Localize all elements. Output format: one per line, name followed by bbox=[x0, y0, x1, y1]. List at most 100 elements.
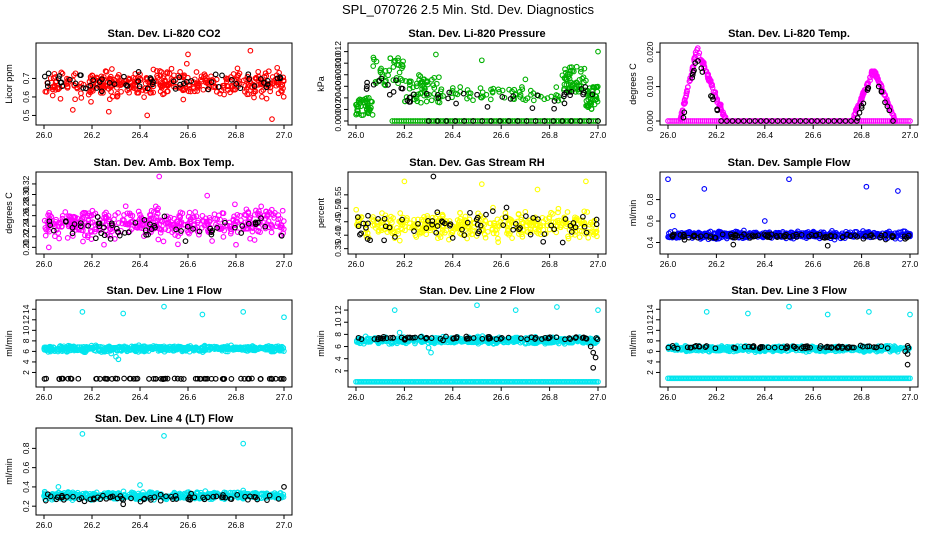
data-point bbox=[56, 235, 62, 242]
data-point bbox=[251, 83, 258, 89]
data-point bbox=[135, 78, 142, 85]
data-point bbox=[842, 118, 849, 124]
data-point bbox=[433, 51, 439, 58]
data-point bbox=[586, 118, 592, 124]
y-tick-label: 6 bbox=[333, 344, 343, 349]
data-point bbox=[460, 90, 467, 97]
data-point bbox=[568, 118, 575, 124]
data-point bbox=[577, 68, 584, 75]
data-point bbox=[527, 87, 534, 94]
data-point bbox=[105, 212, 112, 219]
data-point bbox=[98, 73, 105, 80]
x-tick-label: 26.6 bbox=[180, 259, 197, 269]
data-point bbox=[853, 106, 860, 113]
data-point bbox=[685, 84, 691, 90]
data-point bbox=[534, 186, 541, 193]
data-point bbox=[595, 48, 601, 55]
data-point bbox=[445, 95, 451, 102]
data-point bbox=[74, 85, 81, 92]
data-point bbox=[585, 102, 592, 108]
data-point bbox=[385, 72, 391, 79]
data-point bbox=[705, 118, 712, 124]
data-point bbox=[863, 183, 870, 190]
y-tick-label: 0.010 bbox=[645, 76, 655, 98]
y-tick-label: 10 bbox=[333, 317, 343, 327]
data-point bbox=[699, 57, 705, 64]
y-tick-label: 8 bbox=[333, 332, 343, 337]
data-point bbox=[169, 229, 175, 235]
data-point bbox=[795, 118, 802, 124]
data-point bbox=[228, 77, 235, 83]
data-point bbox=[377, 67, 384, 74]
data-point bbox=[592, 354, 599, 361]
data-point bbox=[232, 201, 238, 208]
data-point bbox=[256, 208, 262, 215]
y-tick-label: 2 bbox=[21, 370, 31, 375]
x-tick-label: 26.2 bbox=[84, 259, 101, 269]
data-point bbox=[529, 105, 536, 111]
data-point bbox=[79, 210, 86, 217]
data-point bbox=[258, 203, 265, 210]
data-point bbox=[523, 118, 530, 124]
data-point bbox=[563, 89, 570, 96]
y-tick-label: 0.55 bbox=[333, 186, 343, 203]
data-point bbox=[464, 95, 470, 102]
data-point bbox=[202, 79, 209, 86]
x-tick-label: 26.2 bbox=[396, 130, 413, 140]
data-point bbox=[51, 82, 58, 89]
data-point bbox=[231, 86, 238, 93]
data-point bbox=[363, 86, 370, 92]
y-tick-label: 4 bbox=[333, 356, 343, 361]
data-point bbox=[120, 310, 127, 317]
data-point bbox=[396, 69, 403, 76]
x-tick-label: 26.4 bbox=[757, 130, 774, 140]
data-point bbox=[417, 73, 424, 80]
data-point bbox=[365, 212, 371, 219]
data-point bbox=[64, 235, 71, 241]
data-point bbox=[208, 79, 215, 85]
y-axis-label: degrees C bbox=[4, 192, 14, 234]
data-point bbox=[878, 88, 885, 95]
data-point bbox=[899, 118, 905, 124]
data-point bbox=[478, 181, 485, 187]
data-point bbox=[122, 203, 129, 210]
x-tick-label: 26.8 bbox=[853, 259, 870, 269]
data-point bbox=[185, 213, 192, 220]
data-point bbox=[789, 118, 795, 124]
data-point bbox=[858, 105, 865, 111]
data-point bbox=[457, 84, 464, 90]
data-point bbox=[52, 233, 58, 240]
data-point bbox=[496, 89, 503, 95]
data-point bbox=[592, 118, 599, 124]
y-tick-label: 0.002 bbox=[333, 99, 343, 121]
data-point bbox=[364, 83, 370, 90]
data-point bbox=[425, 344, 432, 351]
data-point bbox=[567, 92, 573, 99]
data-point bbox=[234, 229, 241, 235]
data-point bbox=[251, 237, 258, 243]
data-point bbox=[563, 76, 570, 82]
data-point bbox=[245, 220, 252, 227]
data-point bbox=[721, 113, 727, 119]
data-point bbox=[139, 222, 146, 228]
data-point bbox=[182, 238, 189, 244]
x-tick-label: 26.0 bbox=[36, 130, 53, 140]
data-point bbox=[215, 84, 222, 90]
series-0 bbox=[42, 47, 287, 122]
data-point bbox=[135, 69, 142, 75]
data-point bbox=[381, 81, 388, 88]
data-point bbox=[567, 64, 573, 71]
data-point bbox=[831, 118, 838, 124]
data-point bbox=[115, 220, 122, 226]
data-point bbox=[87, 212, 93, 219]
data-point bbox=[171, 215, 178, 222]
data-point bbox=[247, 235, 253, 242]
data-point bbox=[848, 118, 854, 124]
data-point bbox=[213, 221, 219, 228]
data-point bbox=[665, 176, 671, 183]
data-point bbox=[413, 83, 420, 90]
data-point bbox=[716, 102, 723, 109]
data-point bbox=[577, 118, 584, 124]
data-point bbox=[505, 118, 512, 124]
data-point bbox=[135, 208, 142, 215]
